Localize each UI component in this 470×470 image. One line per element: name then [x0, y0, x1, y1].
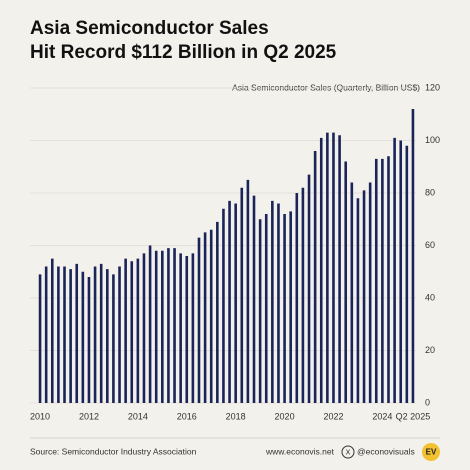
y-tick-label: 60	[425, 240, 435, 250]
bar	[118, 266, 121, 403]
bar	[93, 266, 97, 403]
y-tick-label: 20	[425, 345, 435, 355]
bar	[411, 109, 415, 403]
y-axis-label: Asia Semiconductor Sales (Quarterly, Bil…	[232, 82, 420, 92]
bar	[63, 266, 66, 403]
bar	[161, 250, 164, 403]
bar	[209, 229, 213, 403]
bar	[167, 248, 170, 403]
x-tick-label: Q2 2025	[396, 411, 431, 421]
bar	[69, 269, 72, 403]
y-tick-label: 120	[425, 82, 440, 92]
bar	[350, 182, 354, 403]
bar	[252, 195, 256, 403]
bar	[185, 256, 189, 403]
x-tick-label: 2024	[372, 411, 392, 421]
bar	[99, 263, 103, 403]
bar	[277, 203, 280, 403]
bar	[301, 187, 305, 403]
bar	[326, 132, 329, 403]
bar	[271, 200, 274, 403]
bar	[216, 221, 219, 403]
x-icon	[341, 445, 355, 459]
bar	[368, 182, 372, 403]
bar	[44, 266, 48, 403]
bar	[50, 258, 54, 403]
bar	[142, 253, 146, 403]
bar	[112, 274, 115, 403]
logo-badge	[422, 443, 440, 461]
y-tick-label: 100	[425, 135, 440, 145]
bar	[57, 266, 60, 403]
x-tick-label: 2010	[30, 411, 50, 421]
bar	[332, 132, 335, 403]
chart-subtitle: Hit Record $112 Billion in Q2 2025	[30, 42, 337, 63]
bar	[203, 232, 207, 403]
bar	[393, 137, 396, 403]
bar	[136, 258, 140, 403]
y-tick-label: 80	[425, 187, 435, 197]
bar	[228, 200, 231, 403]
bar	[173, 248, 176, 403]
bar	[338, 135, 341, 403]
y-tick-label: 40	[425, 292, 435, 302]
bar	[240, 187, 244, 403]
bar	[154, 250, 158, 403]
bar	[264, 214, 268, 403]
bar	[362, 190, 366, 403]
x-tick-label: 2022	[323, 411, 343, 421]
bar	[356, 198, 360, 403]
bar	[399, 140, 403, 403]
bar	[319, 137, 323, 403]
bar	[387, 156, 390, 403]
bar	[246, 179, 250, 403]
bar	[148, 245, 152, 403]
x-tick-label: 2014	[128, 411, 148, 421]
chart-title: Asia Semiconductor Sales	[30, 18, 269, 39]
bar	[75, 263, 79, 403]
bar	[295, 193, 299, 403]
bar	[381, 158, 384, 403]
bar	[258, 219, 262, 403]
handle: @econovisuals	[357, 446, 415, 456]
bar	[222, 208, 225, 403]
source: Source: Semiconductor Industry Associati…	[30, 446, 197, 456]
x-tick-label: 2012	[79, 411, 99, 421]
logo: EV	[426, 448, 437, 457]
bar	[307, 174, 311, 403]
x-tick-label: 2016	[177, 411, 197, 421]
x-icon-glyph: X	[346, 449, 351, 456]
bar	[130, 261, 134, 403]
x-tick-label: 2020	[275, 411, 295, 421]
bar	[405, 145, 409, 403]
bar	[289, 211, 292, 403]
bar	[374, 158, 378, 403]
bar	[191, 253, 195, 403]
bar	[105, 269, 109, 403]
bar	[81, 271, 85, 403]
bar	[234, 203, 237, 403]
bar	[179, 253, 182, 403]
x-tick-label: 2018	[226, 411, 246, 421]
bar	[38, 274, 42, 403]
bar	[283, 214, 286, 403]
bar	[313, 151, 317, 403]
bar	[124, 258, 127, 403]
website: www.econovis.net	[265, 446, 335, 456]
y-tick-label: 0	[425, 397, 430, 407]
bar	[344, 161, 348, 403]
bar	[87, 277, 91, 403]
bar	[197, 237, 201, 403]
